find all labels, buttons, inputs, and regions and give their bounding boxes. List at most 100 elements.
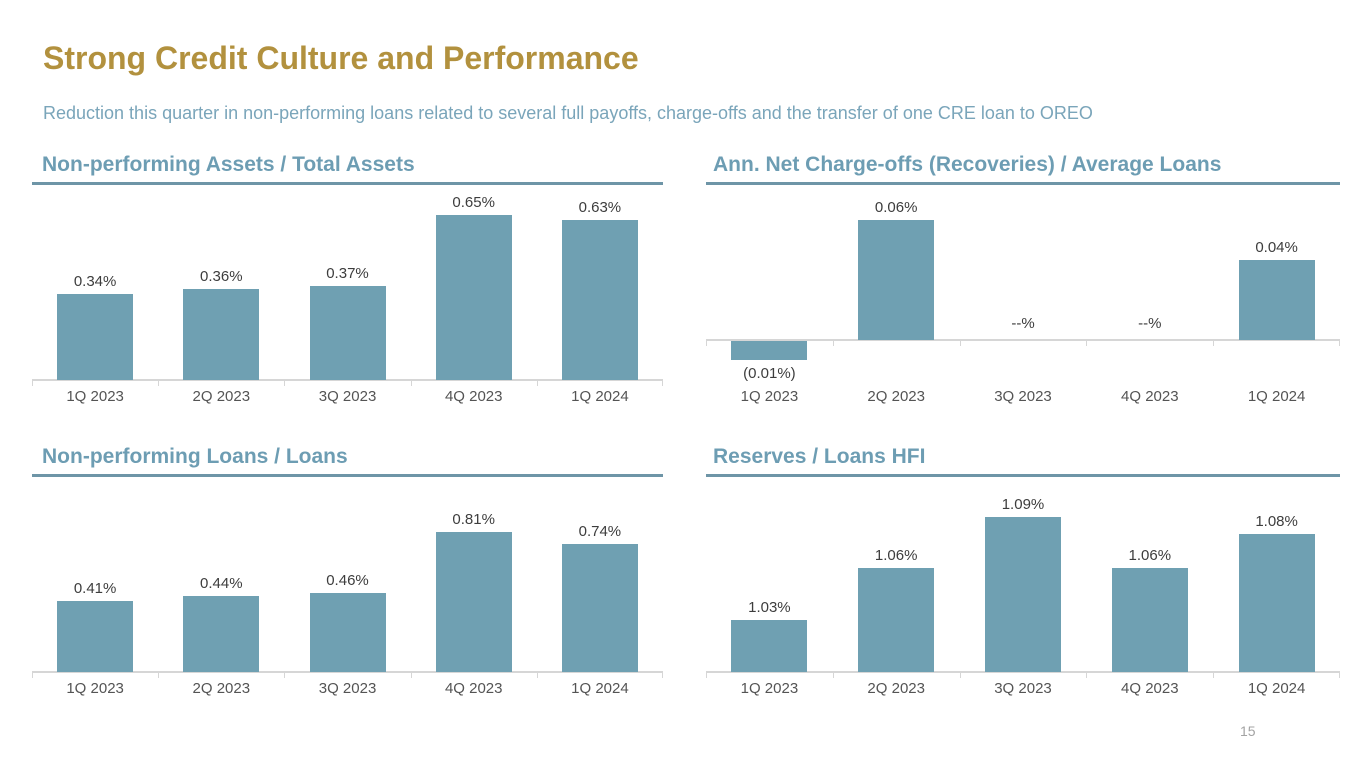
bar-value-label: --% — [1138, 315, 1162, 332]
axis-tick — [32, 673, 33, 678]
bar-value-label: 0.65% — [452, 194, 495, 212]
plot-area: 0.34% 0.36% 0.37% 0.65% 0.63% — [32, 190, 663, 386]
chart-title: Reserves / Loans HFI — [713, 445, 926, 468]
chart-panel-net-charge-offs: Ann. Net Charge-offs (Recoveries) / Aver… — [706, 150, 1340, 405]
title-underline — [32, 182, 663, 185]
category-axis: 1Q 2023 2Q 2023 3Q 2023 4Q 2023 1Q 2024 — [32, 672, 663, 697]
bar — [858, 220, 935, 340]
bar-value-label: 0.34% — [73, 272, 117, 290]
bar — [561, 544, 638, 672]
category-label: 1Q 2023 — [66, 680, 124, 697]
category-label: 4Q 2023 — [1121, 680, 1179, 697]
plot-area: (0.01%) 0.06% --% --% 0.04% — [706, 190, 1340, 382]
bar — [57, 293, 134, 380]
category-label: 1Q 2024 — [1247, 388, 1306, 405]
bar — [1238, 260, 1315, 340]
axis-tick — [833, 341, 834, 346]
axis-tick — [662, 381, 663, 386]
bar-value-label: (0.01%) — [743, 365, 796, 382]
bar — [57, 601, 134, 672]
axis-tick — [158, 673, 159, 678]
axis-tick — [960, 341, 961, 346]
title-underline — [706, 474, 1340, 477]
bar-value-label: 0.04% — [1255, 239, 1298, 256]
axis-tick — [411, 381, 412, 386]
category-label: 4Q 2023 — [444, 388, 503, 405]
category-label: 2Q 2023 — [192, 680, 251, 697]
category-label: 3Q 2023 — [994, 388, 1052, 405]
bar — [1111, 568, 1188, 672]
axis-tick — [284, 381, 285, 386]
axis-tick — [158, 381, 159, 386]
bar-value-label: 0.44% — [200, 575, 243, 592]
axis-tick — [960, 673, 961, 678]
bar-value-label: 0.63% — [578, 199, 622, 217]
slide-subtitle: Reduction this quarter in non-performing… — [43, 103, 1093, 123]
chart-panel-non-performing-assets: Non-performing Assets / Total Assets 0.3… — [32, 150, 663, 405]
axis-tick — [1086, 341, 1087, 346]
bar-value-label: 0.06% — [874, 199, 918, 216]
page-number: 15 — [1240, 723, 1256, 739]
axis-line — [706, 671, 1340, 673]
category-axis: 1Q 2023 2Q 2023 3Q 2023 4Q 2023 1Q 2024 — [32, 380, 663, 405]
category-label: 2Q 2023 — [192, 388, 251, 405]
title-underline — [706, 182, 1340, 185]
axis-line — [32, 671, 663, 673]
category-label: 3Q 2023 — [994, 680, 1052, 697]
bar — [435, 215, 512, 380]
axis-tick — [1213, 341, 1214, 346]
chart-title: Ann. Net Charge-offs (Recoveries) / Aver… — [713, 153, 1222, 176]
axis-tick — [1339, 673, 1340, 678]
category-label: 1Q 2023 — [740, 388, 799, 405]
axis-tick — [284, 673, 285, 678]
bar — [858, 568, 935, 672]
category-label: 1Q 2024 — [571, 388, 629, 405]
bar-value-label: 1.03% — [748, 599, 791, 617]
chart-title: Non-performing Assets / Total Assets — [42, 153, 415, 176]
axis-tick — [1339, 341, 1340, 346]
category-label: 3Q 2023 — [318, 388, 377, 405]
axis-tick — [537, 381, 538, 386]
bar — [309, 592, 386, 672]
bar-value-label: 1.06% — [874, 547, 918, 565]
bar — [561, 220, 638, 380]
axis-tick — [706, 673, 707, 678]
axis-tick — [411, 673, 412, 678]
category-label: 1Q 2024 — [1247, 680, 1306, 697]
bar — [183, 596, 260, 672]
bar — [1238, 533, 1315, 672]
category-label: 2Q 2023 — [867, 680, 925, 697]
category-label: 4Q 2023 — [1121, 388, 1179, 405]
bar-value-label: 0.81% — [452, 511, 495, 529]
bar-value-label: 0.74% — [578, 523, 622, 541]
axis-tick — [662, 673, 663, 678]
title-underline — [32, 474, 663, 477]
axis-tick — [1086, 673, 1087, 678]
plot-area: 0.41% 0.44% 0.46% 0.81% 0.74% — [32, 482, 663, 678]
category-label: 4Q 2023 — [444, 680, 503, 697]
bar — [731, 341, 808, 360]
axis-line — [706, 339, 1340, 341]
category-label: 1Q 2023 — [740, 680, 799, 697]
chart-title: Non-performing Loans / Loans — [42, 445, 348, 468]
bar-value-label: 0.46% — [326, 571, 369, 589]
axis-line — [32, 379, 663, 381]
bar — [309, 286, 386, 380]
category-axis: 1Q 2023 2Q 2023 3Q 2023 4Q 2023 1Q 2024 — [706, 380, 1340, 405]
bar — [985, 516, 1061, 672]
bar-value-label: 0.37% — [326, 265, 369, 283]
bar — [731, 620, 808, 672]
category-axis: 1Q 2023 2Q 2023 3Q 2023 4Q 2023 1Q 2024 — [706, 672, 1340, 697]
page-title: Strong Credit Culture and Performance — [43, 40, 639, 76]
bar-value-label: 0.36% — [200, 267, 243, 285]
category-label: 3Q 2023 — [318, 680, 377, 697]
bar-value-label: 1.09% — [1001, 495, 1045, 513]
axis-tick — [1213, 673, 1214, 678]
category-label: 1Q 2023 — [66, 388, 124, 405]
bar-value-label: 1.08% — [1255, 512, 1298, 530]
chart-panel-reserves-loans-hfi: Reserves / Loans HFI 1.03% 1.06% 1.09% 1.06… — [706, 442, 1340, 697]
bar — [435, 532, 512, 672]
axis-tick — [833, 673, 834, 678]
bar-value-label: 1.06% — [1128, 547, 1172, 565]
